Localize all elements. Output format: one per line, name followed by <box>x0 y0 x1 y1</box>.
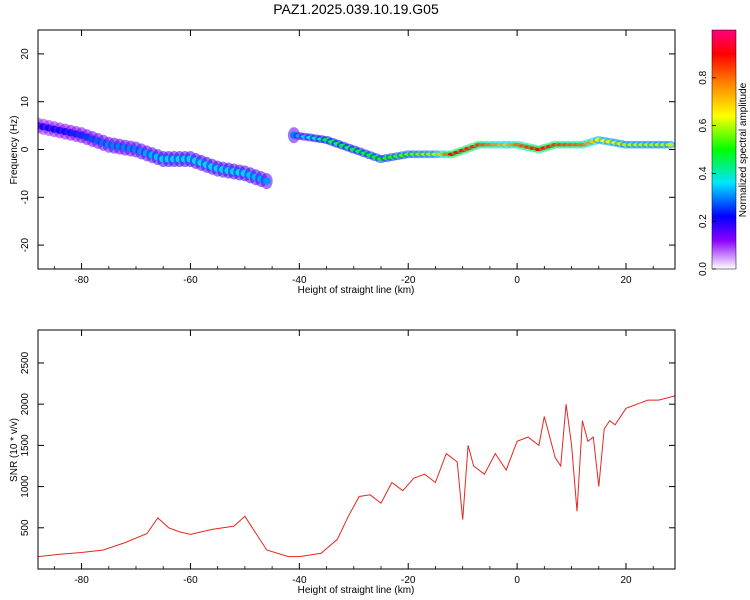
colorbar-tick-label: 0.8 <box>698 70 709 84</box>
x-tick-label: -20 <box>401 575 416 586</box>
spectrogram-ridge <box>38 117 675 190</box>
snr-panel: -80 -60 -40 -20 0 20 500 1000 1500 2000 2500 Heigh… <box>9 329 676 596</box>
colorbar-label: Normalized spectral amplitude <box>738 82 749 217</box>
x-tick-label: 20 <box>620 575 632 586</box>
snr-y-label: SNR (10 * v/v) <box>9 418 20 482</box>
colorbar: 0.0 0.2 0.4 0.6 0.8 Normalized spectral ampl… <box>698 29 749 276</box>
colorbar-tick-label: 0.0 <box>698 262 709 276</box>
snr-frame <box>37 329 676 570</box>
y-tick-label: 2000 <box>20 393 31 416</box>
x-tick-label: 0 <box>514 575 520 586</box>
colorbar-gradient <box>712 30 736 269</box>
x-tick-label: -80 <box>74 275 89 286</box>
y-tick-label: 1000 <box>20 475 31 498</box>
x-tick-label: -40 <box>292 575 307 586</box>
colorbar-tick-label: 0.4 <box>698 166 709 180</box>
y-tick-label: 500 <box>20 519 31 536</box>
y-tick-label: 2500 <box>20 351 31 374</box>
colorbar-tick-label: 0.6 <box>698 118 709 132</box>
y-tick-label: 20 <box>20 48 31 60</box>
chart-title: PAZ1.2025.039.10.19.G05 <box>273 1 439 17</box>
colorbar-tick-label: 0.2 <box>698 214 709 228</box>
spectrogram-y-label: Frequency (Hz) <box>9 116 20 185</box>
x-tick-label: -40 <box>292 275 307 286</box>
colorbar-ticks: 0.0 0.2 0.4 0.6 0.8 <box>698 70 716 276</box>
y-tick-label: -10 <box>20 190 31 205</box>
y-tick-label: 0 <box>20 146 31 152</box>
snr-line <box>38 395 675 558</box>
x-tick-label: 20 <box>620 275 632 286</box>
spectrogram-ticks: -80 -60 -40 -20 0 20 -20 -10 0 10 20 <box>20 30 675 286</box>
x-tick-label: -60 <box>183 275 198 286</box>
spectrogram-panel: -80 -60 -40 -20 0 20 -20 -10 0 10 20 Height of str… <box>9 29 676 296</box>
snr-ticks: -80 -60 -40 -20 0 20 500 1000 1500 2000 2500 <box>20 330 675 586</box>
x-tick-label: -80 <box>74 575 89 586</box>
y-tick-label: -20 <box>20 237 31 252</box>
y-tick-label: 10 <box>20 96 31 108</box>
x-tick-label: -20 <box>401 275 416 286</box>
y-tick-label: 1500 <box>20 434 31 457</box>
colorbar-frame <box>711 29 737 270</box>
snr-series <box>38 395 675 558</box>
spectrogram-x-label: Height of straight line (km) <box>298 285 415 296</box>
ridge-point <box>262 177 271 185</box>
snr-x-label: Height of straight line (km) <box>298 585 415 596</box>
ridge-point <box>665 142 674 147</box>
x-tick-label: -60 <box>183 575 198 586</box>
x-tick-label: 0 <box>514 275 520 286</box>
